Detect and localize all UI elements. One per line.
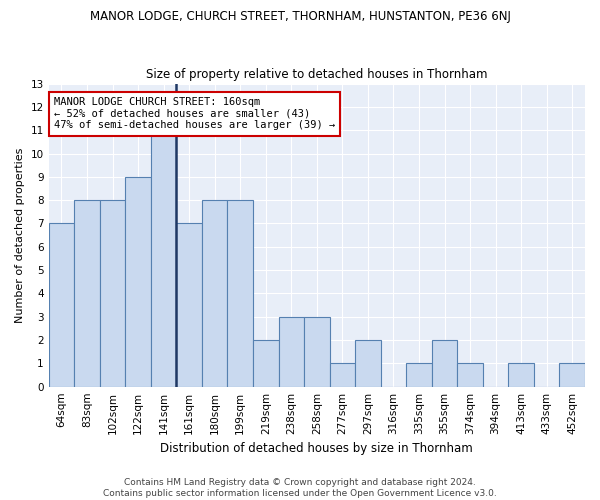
Bar [176,224,202,386]
Bar [432,340,457,386]
Bar [278,316,304,386]
Bar [253,340,278,386]
Text: Contains HM Land Registry data © Crown copyright and database right 2024.
Contai: Contains HM Land Registry data © Crown c… [103,478,497,498]
Bar [125,177,151,386]
Bar [49,224,74,386]
Title: Size of property relative to detached houses in Thornham: Size of property relative to detached ho… [146,68,488,81]
Bar [151,130,176,386]
X-axis label: Distribution of detached houses by size in Thornham: Distribution of detached houses by size … [160,442,473,455]
Text: MANOR LODGE CHURCH STREET: 160sqm
← 52% of detached houses are smaller (43)
47% : MANOR LODGE CHURCH STREET: 160sqm ← 52% … [54,97,335,130]
Text: MANOR LODGE, CHURCH STREET, THORNHAM, HUNSTANTON, PE36 6NJ: MANOR LODGE, CHURCH STREET, THORNHAM, HU… [89,10,511,23]
Bar [100,200,125,386]
Bar [329,364,355,386]
Bar [227,200,253,386]
Bar [406,364,432,386]
Bar [508,364,534,386]
Bar [457,364,483,386]
Bar [304,316,329,386]
Bar [355,340,380,386]
Bar [202,200,227,386]
Y-axis label: Number of detached properties: Number of detached properties [15,148,25,323]
Bar [74,200,100,386]
Bar [559,364,585,386]
